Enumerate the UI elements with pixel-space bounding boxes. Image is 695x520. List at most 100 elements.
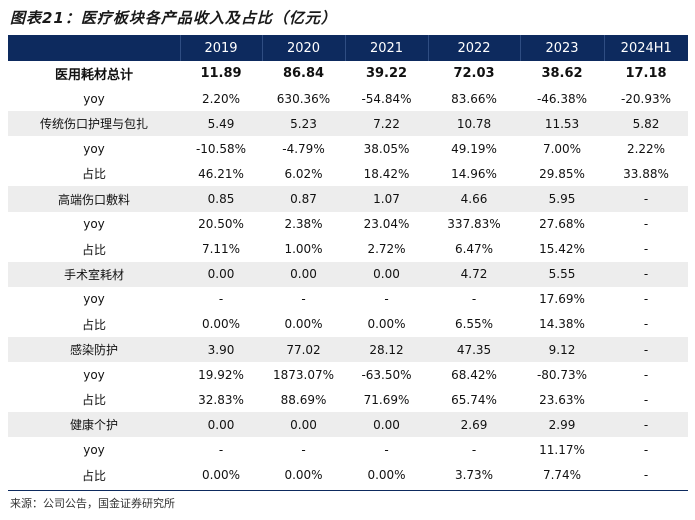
row-label: 手术室耗材	[8, 261, 180, 287]
row-label: 感染防护	[8, 337, 180, 363]
header-cell-2020: 2020	[262, 35, 346, 61]
row-label: yoy	[83, 217, 105, 232]
table-header-row: 2019 2020 2021 2022 2023 2024H1	[8, 35, 688, 61]
table-cell: 39.22	[365, 66, 408, 82]
table-cell: 86.84	[282, 66, 325, 82]
table-cell: 17.69%	[539, 292, 585, 307]
header-cell-2023: 2023	[520, 35, 605, 61]
table-cell: 4.66	[428, 186, 520, 212]
table-row: yoy 19.92% 1873.07% -63.50% 68.42% -80.73% -	[8, 362, 688, 387]
table-cell: -63.50%	[361, 367, 412, 382]
table-cell: 0.85	[180, 186, 262, 212]
table-cell: -46.38%	[536, 91, 588, 106]
header-cell-2021: 2021	[345, 35, 429, 61]
table-cell: 0.00	[345, 261, 428, 287]
table-cell: 49.19%	[451, 141, 497, 156]
table-cell: 29.85%	[539, 166, 585, 181]
table-row: 手术室耗材 0.00 0.00 0.00 4.72 5.55-	[8, 261, 688, 287]
table-cell: -	[643, 442, 649, 457]
table-cell: -	[643, 292, 649, 307]
table-cell: 17.18	[625, 66, 667, 82]
table-cell: -	[301, 442, 306, 457]
table-cell: 2.20%	[201, 91, 241, 106]
table-cell: 0.87	[262, 186, 345, 212]
table-cell: 18.42%	[363, 166, 410, 181]
header-cell-2022: 2022	[428, 35, 521, 61]
table-cell: 0.00%	[201, 317, 241, 332]
table-cell: 6.55%	[454, 317, 494, 332]
table-cell: 7.11%	[201, 242, 241, 257]
table-cell: 2.22%	[626, 141, 666, 156]
table-cell: 38.62	[541, 66, 583, 82]
table-cell: -	[471, 292, 477, 307]
table-cell: 0.00	[180, 261, 262, 287]
table-cell: -	[604, 412, 688, 438]
table-cell: 3.73%	[454, 468, 494, 483]
table-cell: 11.53	[520, 111, 604, 137]
table-cell: 4.72	[428, 261, 520, 287]
table-cell: 65.74%	[451, 392, 497, 407]
table-cell: -	[643, 468, 649, 483]
table-cell: -20.93%	[620, 91, 672, 106]
table-cell: 0.00%	[201, 468, 241, 483]
table-row: 占比 32.83% 88.69% 71.69% 65.74% 23.63% -	[8, 387, 688, 412]
table-cell: 19.92%	[198, 367, 244, 382]
row-label: yoy	[83, 141, 105, 156]
table-cell: -	[643, 392, 649, 407]
table-cell: 0.00%	[367, 317, 406, 332]
table-cell: 0.00%	[284, 317, 323, 332]
row-label: 占比	[81, 393, 106, 408]
table-cell: 71.69%	[363, 392, 410, 407]
row-label: yoy	[83, 91, 105, 106]
table-cell: 23.63%	[539, 392, 585, 407]
table-body: 医用耗材总计 11.89 86.84 39.22 72.03 38.62 17.18 yoy 2…	[8, 61, 688, 488]
row-label: yoy	[83, 367, 105, 382]
table-cell: 5.55	[520, 261, 604, 287]
table-cell: -	[643, 317, 649, 332]
table-cell: 23.04%	[363, 217, 410, 232]
table-cell: -	[604, 261, 688, 287]
table-cell: 14.96%	[451, 166, 497, 181]
table-cell: 6.47%	[454, 242, 494, 257]
table-row: 感染防护 3.90 77.02 28.12 47.35 9.12-	[8, 337, 688, 363]
table-cell: 5.82	[604, 111, 688, 137]
table-row: yoy -10.58% -4.79% 38.05% 49.19% 7.00% 2.22%	[8, 136, 688, 161]
row-label: 健康个护	[8, 412, 180, 438]
table-cell: 27.68%	[539, 217, 585, 232]
table-row: 传统伤口护理与包扎 5.49 5.23 7.22 10.78 11.53 5.82	[8, 111, 688, 137]
table-cell: 7.22	[345, 111, 428, 137]
table-cell: 77.02	[262, 337, 345, 363]
header-cell-2024h1: 2024H1	[604, 35, 688, 61]
table-cell: 38.05%	[363, 141, 410, 156]
table-row: 占比 46.21% 6.02% 18.42% 14.96% 29.85% 33.88%	[8, 161, 688, 186]
revenue-table: 2019 2020 2021 2022 2023 2024H1 医用耗材总计 11…	[8, 35, 688, 488]
table-cell: 5.23	[262, 111, 345, 137]
row-label: 医用耗材总计	[54, 68, 133, 84]
table-row: yoy 2.20% 630.36% -54.84% 83.66% -46.38% -20.9…	[8, 86, 688, 111]
table-cell: -	[218, 292, 224, 307]
figure-title: 图表21：医疗板块各产品收入及占比（亿元）	[10, 9, 337, 27]
row-label: yoy	[83, 292, 105, 307]
table-row: yoy - - - - 17.69% -	[8, 287, 688, 312]
table-cell: 72.03	[453, 66, 495, 82]
table-cell: 2.38%	[284, 217, 323, 232]
table-cell: -	[218, 442, 224, 457]
row-label: 占比	[81, 167, 106, 182]
table-cell: 33.88%	[623, 166, 669, 181]
table-cell: 1.00%	[284, 242, 323, 257]
table-cell: -	[384, 442, 389, 457]
table-cell: -	[643, 217, 649, 232]
table-cell: 15.42%	[539, 242, 585, 257]
table-row: 高端伤口敷料 0.85 0.87 1.07 4.66 5.95-	[8, 186, 688, 212]
table-cell: 7.00%	[542, 141, 582, 156]
table-cell: 1873.07%	[272, 367, 335, 382]
table-cell: 5.95	[520, 186, 604, 212]
table-cell: 0.00	[262, 261, 345, 287]
table-cell: 2.99	[520, 412, 604, 438]
row-label: 高端伤口敷料	[8, 186, 180, 212]
table-cell: -80.73%	[536, 367, 588, 382]
row-label: yoy	[83, 442, 105, 457]
table-cell: 0.00	[180, 412, 262, 438]
table-cell: 7.74%	[542, 468, 582, 483]
table-cell: -	[643, 242, 649, 257]
